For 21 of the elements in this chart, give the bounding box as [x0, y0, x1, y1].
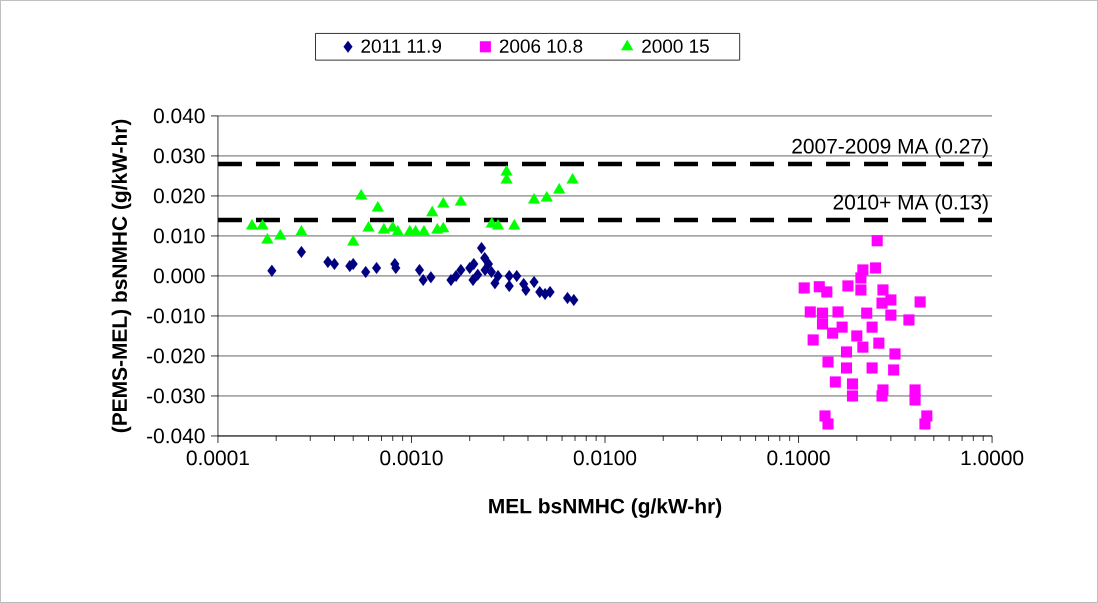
y-tick-label: -0.020: [147, 348, 205, 364]
ref-line-label: 2007-2009 MA (0.27): [792, 138, 988, 158]
legend-label: 2011 11.9: [361, 39, 441, 53]
y-tick-label: 0.020: [153, 188, 205, 204]
y-tick-label: 0.000: [153, 268, 205, 284]
x-tick-label: 0.0001: [186, 450, 249, 466]
legend-label: 2006 10.8: [499, 39, 583, 53]
x-tick-label: 0.0100: [573, 450, 637, 466]
y-tick-label: -0.030: [147, 388, 205, 404]
x-tick-label: 0.0010: [380, 450, 443, 466]
x-tick-label: 0.1000: [767, 450, 830, 466]
y-axis-title: (PEMS-MEL) bsNMHC (g/kW-hr): [111, 119, 132, 433]
y-tick-label: 0.040: [153, 108, 205, 124]
x-tick-label: 1.0000: [961, 450, 1024, 466]
x-axis-title: MEL bsNMHC (g/kW-hr): [489, 498, 722, 518]
y-tick-label: -0.010: [147, 308, 205, 324]
ref-line-label: 2010+ MA (0.13): [833, 194, 988, 214]
y-tick-label: 0.030: [153, 148, 205, 164]
legend-label: 2000 15: [642, 39, 709, 53]
y-tick-label: 0.010: [153, 228, 205, 244]
y-tick-label: -0.040: [147, 428, 205, 444]
